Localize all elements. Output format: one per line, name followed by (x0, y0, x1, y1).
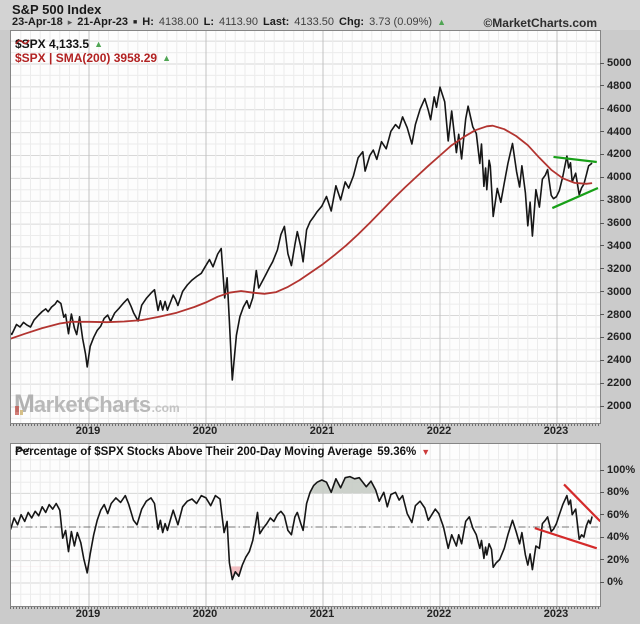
y-tick-label: 3200 (600, 263, 631, 275)
page-title: S&P 500 Index (12, 2, 102, 17)
y-tick-label: 4800 (600, 80, 631, 92)
y-tick-label: 2600 (600, 331, 631, 343)
y-tick-label: 100% (600, 464, 635, 476)
upper-red-trendline (563, 483, 600, 523)
y-axis-labels: 5000 4800 4600 4400 4200 4000 3800 3600 3400 3200… (600, 0, 640, 624)
lower-green-trendline (551, 187, 599, 210)
line-squiggle-icon (15, 447, 30, 453)
x-axis-labels-price: 2019 2020 2021 2022 2023 (0, 425, 640, 440)
brand-watermark: ©MarketCharts.com (483, 16, 597, 30)
low-label: L: (203, 16, 215, 28)
x-tick-label: 2020 (192, 425, 218, 437)
x-axis-labels-breadth: 2019 2020 2021 2022 2023 (0, 608, 640, 623)
change-label: Chg: (339, 16, 365, 28)
month-ticks-row (10, 607, 601, 609)
breadth-panel[interactable]: Percentage of $SPX Stocks Above Their 20… (10, 443, 601, 607)
y-tick-label: 4400 (600, 126, 631, 138)
marketcharts-logo-icon: M (14, 390, 35, 418)
y-tick-label: 60% (600, 509, 629, 521)
low-value: 4113.90 (219, 16, 258, 28)
y-tick-label: 2400 (600, 354, 631, 366)
upper-green-trendline (553, 155, 597, 164)
x-tick-label: 2021 (309, 608, 335, 620)
price-chart[interactable] (11, 31, 600, 423)
up-triangle-icon: ▲ (94, 39, 103, 49)
date-from: 23-Apr-18 (12, 16, 63, 28)
y-tick-label: 0% (600, 576, 623, 588)
legend-sma-label: $SPX | SMA(200) 3958.29 (15, 51, 158, 65)
x-tick-label: 2021 (309, 425, 335, 437)
breadth-title-row: Percentage of $SPX Stocks Above Their 20… (15, 445, 430, 459)
y-tick-label: 4000 (600, 171, 631, 183)
y-tick-label: 3000 (600, 286, 631, 298)
breadth-value: 59.36% (377, 446, 417, 458)
legend-item-spx[interactable]: $SPX 4,133.5 ▲ (15, 37, 171, 51)
y-tick-label: 20% (600, 554, 629, 566)
y-tick-label: 2200 (600, 377, 631, 389)
change-value: 3.73 (0.09%) (369, 16, 433, 28)
range-arrow-icon: ▸ (67, 17, 73, 27)
x-tick-label: 2022 (426, 608, 452, 620)
x-tick-label: 2019 (75, 608, 101, 620)
date-to: 21-Apr-23 (77, 16, 129, 28)
y-tick-label: 2800 (600, 309, 631, 321)
y-tick-label: 3400 (600, 240, 631, 252)
breadth-title: Percentage of $SPX Stocks Above Their 20… (15, 446, 373, 458)
legend-item-sma[interactable]: $SPX | SMA(200) 3958.29 ▲ (15, 39, 172, 65)
legend-spx-label: $SPX 4,133.5 (15, 37, 90, 51)
last-value: 4133.50 (294, 16, 335, 28)
x-tick-label: 2023 (543, 608, 569, 620)
y-tick-label: 2000 (600, 400, 631, 412)
down-triangle-icon: ▼ (421, 447, 431, 457)
y-tick-label: 4200 (600, 148, 631, 160)
x-tick-label: 2023 (543, 425, 569, 437)
x-tick-label: 2019 (75, 425, 101, 437)
up-triangle-icon: ▲ (437, 17, 446, 27)
y-tick-label: 80% (600, 486, 629, 498)
y-tick-label: 5000 (600, 57, 631, 69)
price-panel[interactable]: $SPX 4,133.5 ▲ $SPX | SMA(200) 3958.29 ▲… (10, 30, 601, 424)
chart-header: S&P 500 Index 23-Apr-18 ▸ 21-Apr-23 ■ H:… (0, 0, 640, 30)
line-squiggle-icon (15, 39, 30, 45)
up-triangle-icon: ▲ (162, 53, 172, 63)
high-label: H: (142, 16, 154, 28)
x-tick-label: 2020 (192, 608, 218, 620)
chart-legend: $SPX 4,133.5 ▲ $SPX | SMA(200) 3958.29 ▲ (15, 37, 171, 65)
separator-square-icon: ■ (133, 19, 138, 26)
y-tick-label: 40% (600, 531, 629, 543)
breadth-chart[interactable] (11, 444, 600, 606)
chart-summary-row: 23-Apr-18 ▸ 21-Apr-23 ■ H: 4138.00 L: 41… (12, 16, 446, 29)
lower-red-trendline (534, 527, 598, 550)
x-tick-label: 2022 (426, 425, 452, 437)
y-tick-label: 4600 (600, 103, 631, 115)
month-ticks-row (10, 424, 601, 426)
y-tick-label: 3800 (600, 194, 631, 206)
high-value: 4138.00 (158, 16, 199, 28)
last-label: Last: (262, 16, 290, 28)
y-tick-label: 3600 (600, 217, 631, 229)
